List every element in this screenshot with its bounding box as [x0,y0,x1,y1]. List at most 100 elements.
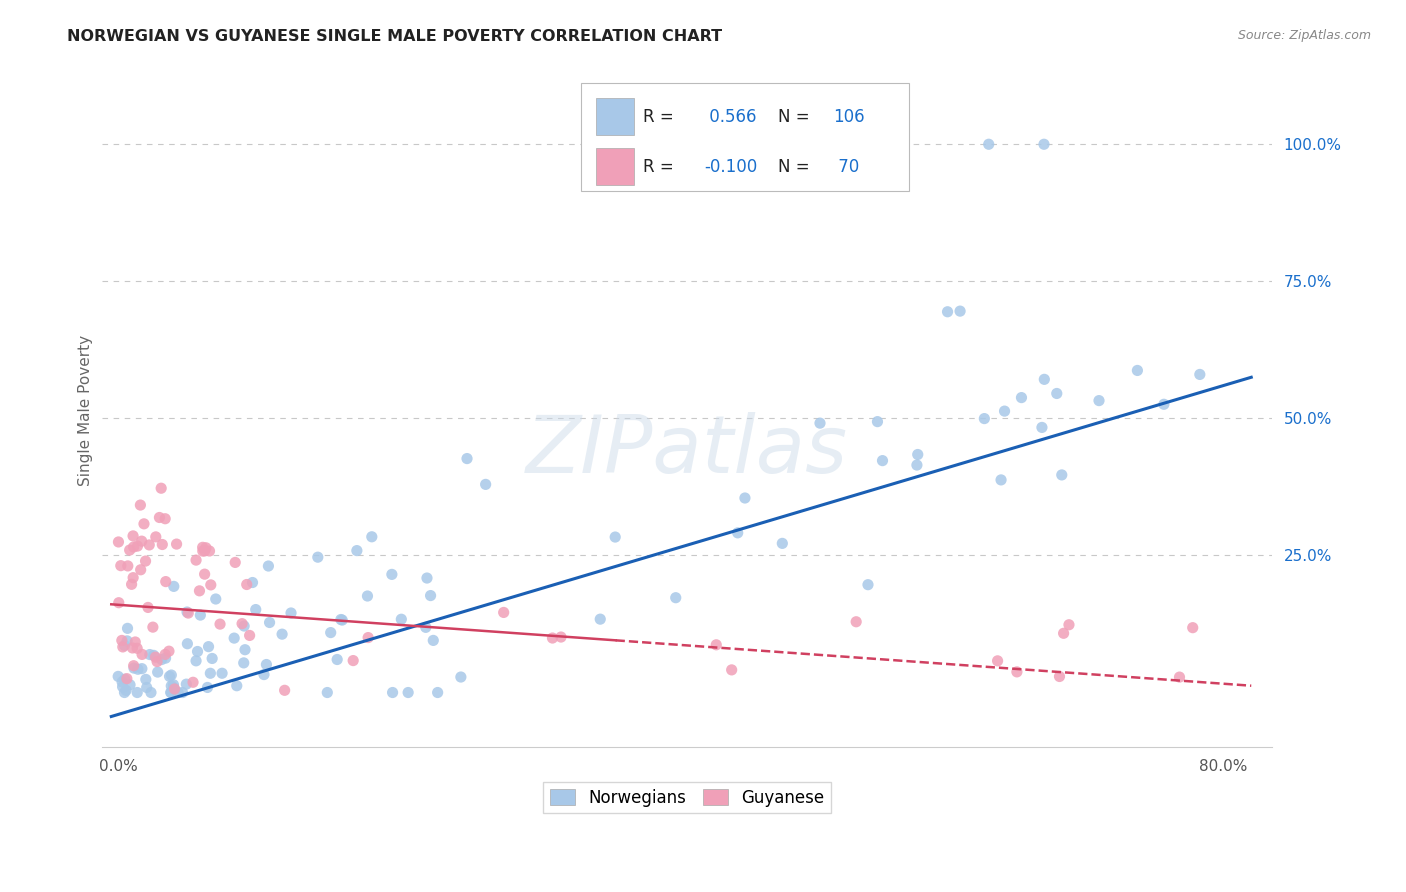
Point [254,657,277,672]
Point [115,633,138,648]
Point [155,651,177,665]
Text: 0.566: 0.566 [704,108,756,126]
Point [201,651,224,665]
Point [253,667,276,681]
Point [172,685,194,699]
Y-axis label: Single Male Poverty: Single Male Poverty [79,334,93,486]
Point [1033,372,1056,386]
Text: 70: 70 [834,158,859,176]
Point [1188,368,1211,382]
Point [381,685,404,699]
Point [198,544,221,558]
Point [845,615,868,629]
Point [949,304,972,318]
Point [150,481,173,495]
Text: 106: 106 [834,108,865,126]
Point [146,655,169,669]
Point [111,680,134,694]
Point [117,621,139,635]
Point [1126,363,1149,377]
Point [316,685,339,699]
Point [191,544,214,558]
Point [167,685,190,699]
Point [987,654,1010,668]
Point [973,411,995,425]
Legend: Norwegians, Guyanese: Norwegians, Guyanese [543,782,831,814]
Point [122,661,145,675]
Point [872,453,894,467]
Point [492,606,515,620]
Point [1181,621,1204,635]
Point [163,681,186,696]
Point [132,516,155,531]
Point [907,448,929,462]
Point [197,640,219,654]
Point [200,666,222,681]
Point [188,608,211,623]
Point [157,644,180,658]
Point [1052,626,1074,640]
Point [166,537,188,551]
Point [121,640,143,655]
Point [184,553,207,567]
Point [135,554,157,568]
Text: Source: ZipAtlas.com: Source: ZipAtlas.com [1237,29,1371,42]
Point [326,652,349,666]
Point [856,577,879,591]
Point [1011,391,1033,405]
Point [734,491,756,505]
Point [197,681,219,695]
Point [145,650,167,665]
Point [131,662,153,676]
Point [129,563,152,577]
Point [356,589,378,603]
Point [107,596,129,610]
Point [419,589,441,603]
Point [127,685,149,699]
Point [993,404,1015,418]
Point [280,606,302,620]
Point [208,617,231,632]
Point [211,666,233,681]
Point [389,612,412,626]
Point [319,625,342,640]
Point [191,541,214,555]
Point [233,642,256,657]
Point [357,631,380,645]
Point [111,640,134,654]
Point [541,631,564,645]
Point [138,538,160,552]
Point [162,678,184,692]
Point [111,675,134,690]
Point [107,669,129,683]
Point [225,679,247,693]
Point [146,665,169,679]
Point [271,627,294,641]
Point [159,685,181,699]
Point [160,679,183,693]
Point [1057,617,1080,632]
Point [114,639,136,653]
Point [232,656,254,670]
Point [127,539,149,553]
Point [139,648,162,662]
Point [550,630,572,644]
Point [121,577,143,591]
Point [136,600,159,615]
Point [194,544,217,558]
Point [131,648,153,662]
Point [155,574,177,589]
Point [1046,386,1069,401]
Point [118,543,141,558]
Point [129,498,152,512]
Point [118,678,141,692]
Point [396,685,419,699]
Point [720,663,742,677]
Point [153,512,176,526]
Point [160,685,183,699]
Point [145,530,167,544]
Point [194,567,217,582]
Point [329,613,352,627]
Point [122,529,145,543]
Point [114,685,136,699]
